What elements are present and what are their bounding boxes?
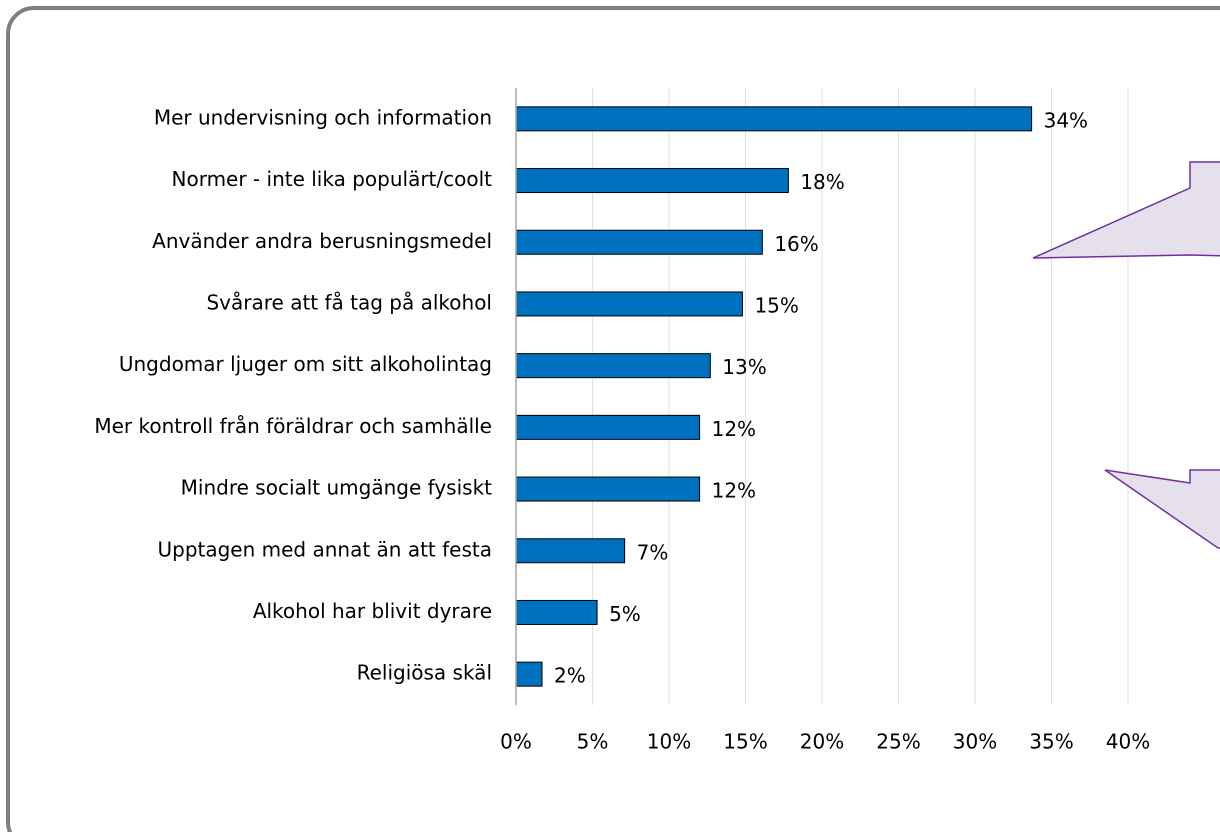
data-label: 16% xyxy=(774,232,818,256)
x-tick-label: 30% xyxy=(953,730,997,754)
data-label: 15% xyxy=(754,293,798,317)
bar xyxy=(515,476,701,502)
x-tick-label: 35% xyxy=(1029,730,1073,754)
y-tick-label: Religiösa skäl xyxy=(357,661,492,685)
bar xyxy=(515,414,701,440)
bar xyxy=(515,353,711,379)
x-tick-label: 10% xyxy=(647,730,691,754)
bar xyxy=(515,661,543,687)
data-label: 12% xyxy=(712,417,756,441)
data-label: 2% xyxy=(554,664,586,688)
data-label: 34% xyxy=(1044,108,1088,132)
x-tick-label: 20% xyxy=(800,730,844,754)
y-tick-label: Använder andra berusningsmedel xyxy=(152,229,492,253)
bars xyxy=(515,106,1033,687)
callout xyxy=(1104,469,1220,549)
bar xyxy=(515,168,789,194)
bar xyxy=(515,106,1033,132)
data-label: 5% xyxy=(609,602,641,626)
y-tick-label: Normer - inte lika populärt/coolt xyxy=(172,167,493,191)
y-tick-label: Svårare att få tag på alkohol xyxy=(206,290,492,314)
data-label: 13% xyxy=(722,355,766,379)
callout xyxy=(1032,161,1220,259)
bar xyxy=(515,599,598,625)
y-tick-label: Upptagen med annat än att festa xyxy=(157,537,492,561)
y-tick-label: Mer undervisning och information xyxy=(154,105,492,129)
y-tick-label: Alkohol har blivit dyrare xyxy=(253,599,492,623)
data-label: 7% xyxy=(637,540,669,564)
x-tick-label: 25% xyxy=(876,730,920,754)
y-tick-label: Mindre socialt umgänge fysiskt xyxy=(181,476,492,500)
data-label: 12% xyxy=(712,479,756,503)
x-tick-label: 15% xyxy=(723,730,767,754)
bar xyxy=(515,538,626,564)
bar xyxy=(515,291,743,317)
bar xyxy=(515,229,763,255)
x-tick-label: 40% xyxy=(1106,730,1150,754)
data-label: 18% xyxy=(800,170,844,194)
x-tick-label: 0% xyxy=(500,730,532,754)
y-tick-label: Mer kontroll från föräldrar och samhälle xyxy=(94,414,492,438)
x-tick-label: 5% xyxy=(577,730,609,754)
y-tick-label: Ungdomar ljuger om sitt alkoholintag xyxy=(119,352,492,376)
